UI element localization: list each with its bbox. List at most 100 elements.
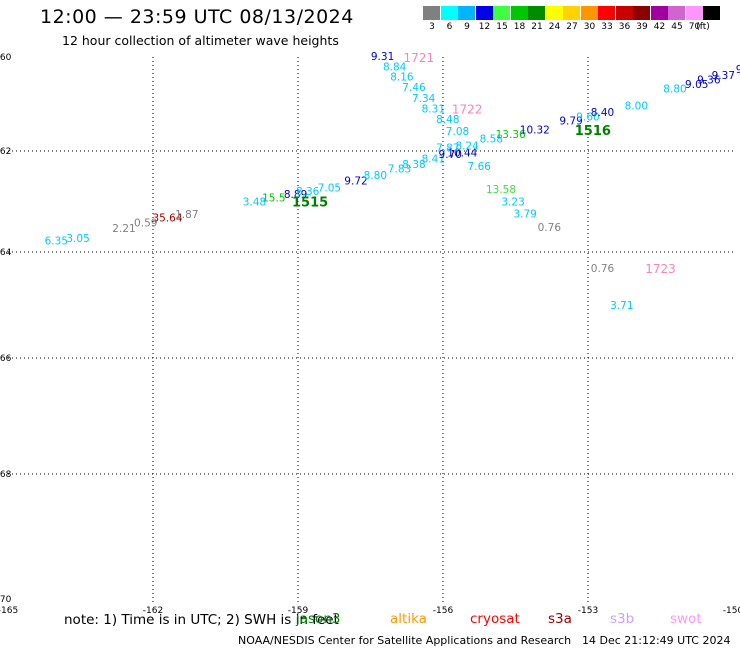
wave-height-label: 8.48 [436,114,459,126]
satellite-swot: swot [670,611,702,627]
colorbar-label: 39 [636,22,648,32]
wave-height-label: 8.89 [284,189,307,201]
colorbar-swatch [580,6,598,20]
wave-height-label: 8.16 [390,72,414,84]
wave-height-label: 0.76 [591,263,615,275]
colorbar-swatch [423,6,440,20]
wave-height-label: 3.71 [610,300,633,312]
colorbar-swatch [615,6,633,20]
y-tick-label: -70 [0,595,12,605]
x-tick-label: -162 [143,606,163,616]
wave-height-label: 8.84 [383,61,407,73]
wave-height-label: 9.60 [576,112,599,124]
wave-height-label: 0.76 [538,222,562,234]
satellite-s3a: s3a [548,611,572,627]
wave-height-label: 13.36 [496,129,526,141]
wave-height-label: 3.05 [66,233,89,245]
satellite-cryosat: cryosat [470,611,520,627]
x-tick-label: -165 [0,606,18,616]
wave-height-label: 3.23 [501,197,524,209]
wave-height-label: 3.48 [243,197,266,209]
y-tick-label: -62 [0,147,11,157]
wave-height-label: 9.37 [712,70,735,82]
track-label: 1516 [575,124,611,139]
wave-height-label: 7.34 [412,93,436,105]
track-label: 1722 [452,103,483,117]
track-label: 1721 [404,51,435,65]
colorbar-swatch [650,6,668,20]
colorbar-swatch [475,6,493,20]
colorbar-swatch [668,6,685,20]
y-tick-label: -68 [0,470,12,480]
wave-height-label: 7.08 [446,126,469,138]
colorbar-swatch [528,6,545,20]
colorbar-swatch [703,6,720,20]
colorbar-swatch [685,6,703,20]
wave-height-label: 8.40 [591,107,614,119]
colorbar-label: 6 [446,22,453,32]
wave-height-label: 1.87 [175,209,198,221]
colorbar-label: 27 [566,22,578,32]
wave-height-label: 8.38 [402,159,425,171]
wave-height-label: 8.24 [455,140,479,152]
colorbar-label: 70 [688,22,701,32]
y-tick-label: -60 [0,53,12,63]
wave-height-label: 13.58 [486,184,516,196]
colorbar-label: 15 [496,22,508,32]
wave-height-label: 15.5 [262,192,285,204]
wave-height-label: 10.32 [520,124,550,136]
x-tick-label: -153 [578,606,598,616]
credit-text: NOAA/NESDIS Center for Satellite Applica… [238,634,572,647]
wave-height-label: 9.38 [736,64,740,76]
wave-height-label: 9.79 [559,115,582,127]
footer-note: note: 1) Time is in UTC; 2) SWH is in fe… [64,612,339,628]
wave-height-label: 3.79 [513,209,536,221]
wave-height-label: 8.41 [422,154,445,166]
colorbar-label: 33 [601,22,613,32]
colorbar-label: 42 [653,22,666,32]
satellite-altika: altika [390,611,427,627]
wave-height-label: 7.87 [436,143,459,155]
wave-height-label: 7.05 [318,182,341,194]
x-tick-label: -156 [433,606,454,616]
colorbar-swatch [563,6,580,20]
colorbar-swatch [545,6,563,20]
wave-height-label: 9.36 [697,75,721,87]
x-tick-label: -159 [288,606,309,616]
wave-height-label: 7.83 [388,164,411,176]
x-tick-label: -150 [723,606,740,616]
wave-height-label: 10.44 [447,148,477,160]
colorbar-swatch [493,6,510,20]
satellite-s3b: s3b [610,611,635,627]
wave-height-label: 8.80 [364,170,387,182]
colorbar-label: 12 [478,22,491,32]
generated-time: 14 Dec 21:12:49 UTC 2024 [582,634,731,647]
wave-height-label: 8.36 [296,186,320,198]
colorbar-label: 21 [531,22,543,32]
wave-height-label: 0.59 [134,218,157,230]
wave-height-label: 9.72 [344,175,367,187]
wave-height-label: 9.31 [371,51,394,63]
colorbar-swatch [458,6,475,20]
colorbar-label: 30 [583,22,596,32]
wave-height-label: 6.35 [45,235,68,247]
wave-height-label: 8.58 [480,133,503,145]
colorbar-swatch [440,6,458,20]
wave-height-label: 9.05 [685,79,708,91]
colorbar-label: 36 [618,22,631,32]
colorbar-label: 18 [513,22,526,32]
wave-height-label: 8.80 [663,83,686,95]
track-label: 1723 [645,262,676,276]
chart-title: 12:00 — 23:59 UTC 08/13/2024 [40,6,354,28]
wave-height-label: 7.66 [468,161,492,173]
wave-height-label: 7.46 [402,82,426,94]
colorbar-label: 24 [548,22,561,32]
colorbar-swatch [633,6,650,20]
colorbar-unit: (ft) [696,22,710,32]
wave-height-label: 9.70 [439,149,462,161]
wave-height-label: 8.00 [625,100,648,112]
chart-subtitle: 12 hour collection of altimeter wave hei… [62,33,339,48]
colorbar-label: 9 [464,22,470,32]
colorbar-swatch [598,6,615,20]
